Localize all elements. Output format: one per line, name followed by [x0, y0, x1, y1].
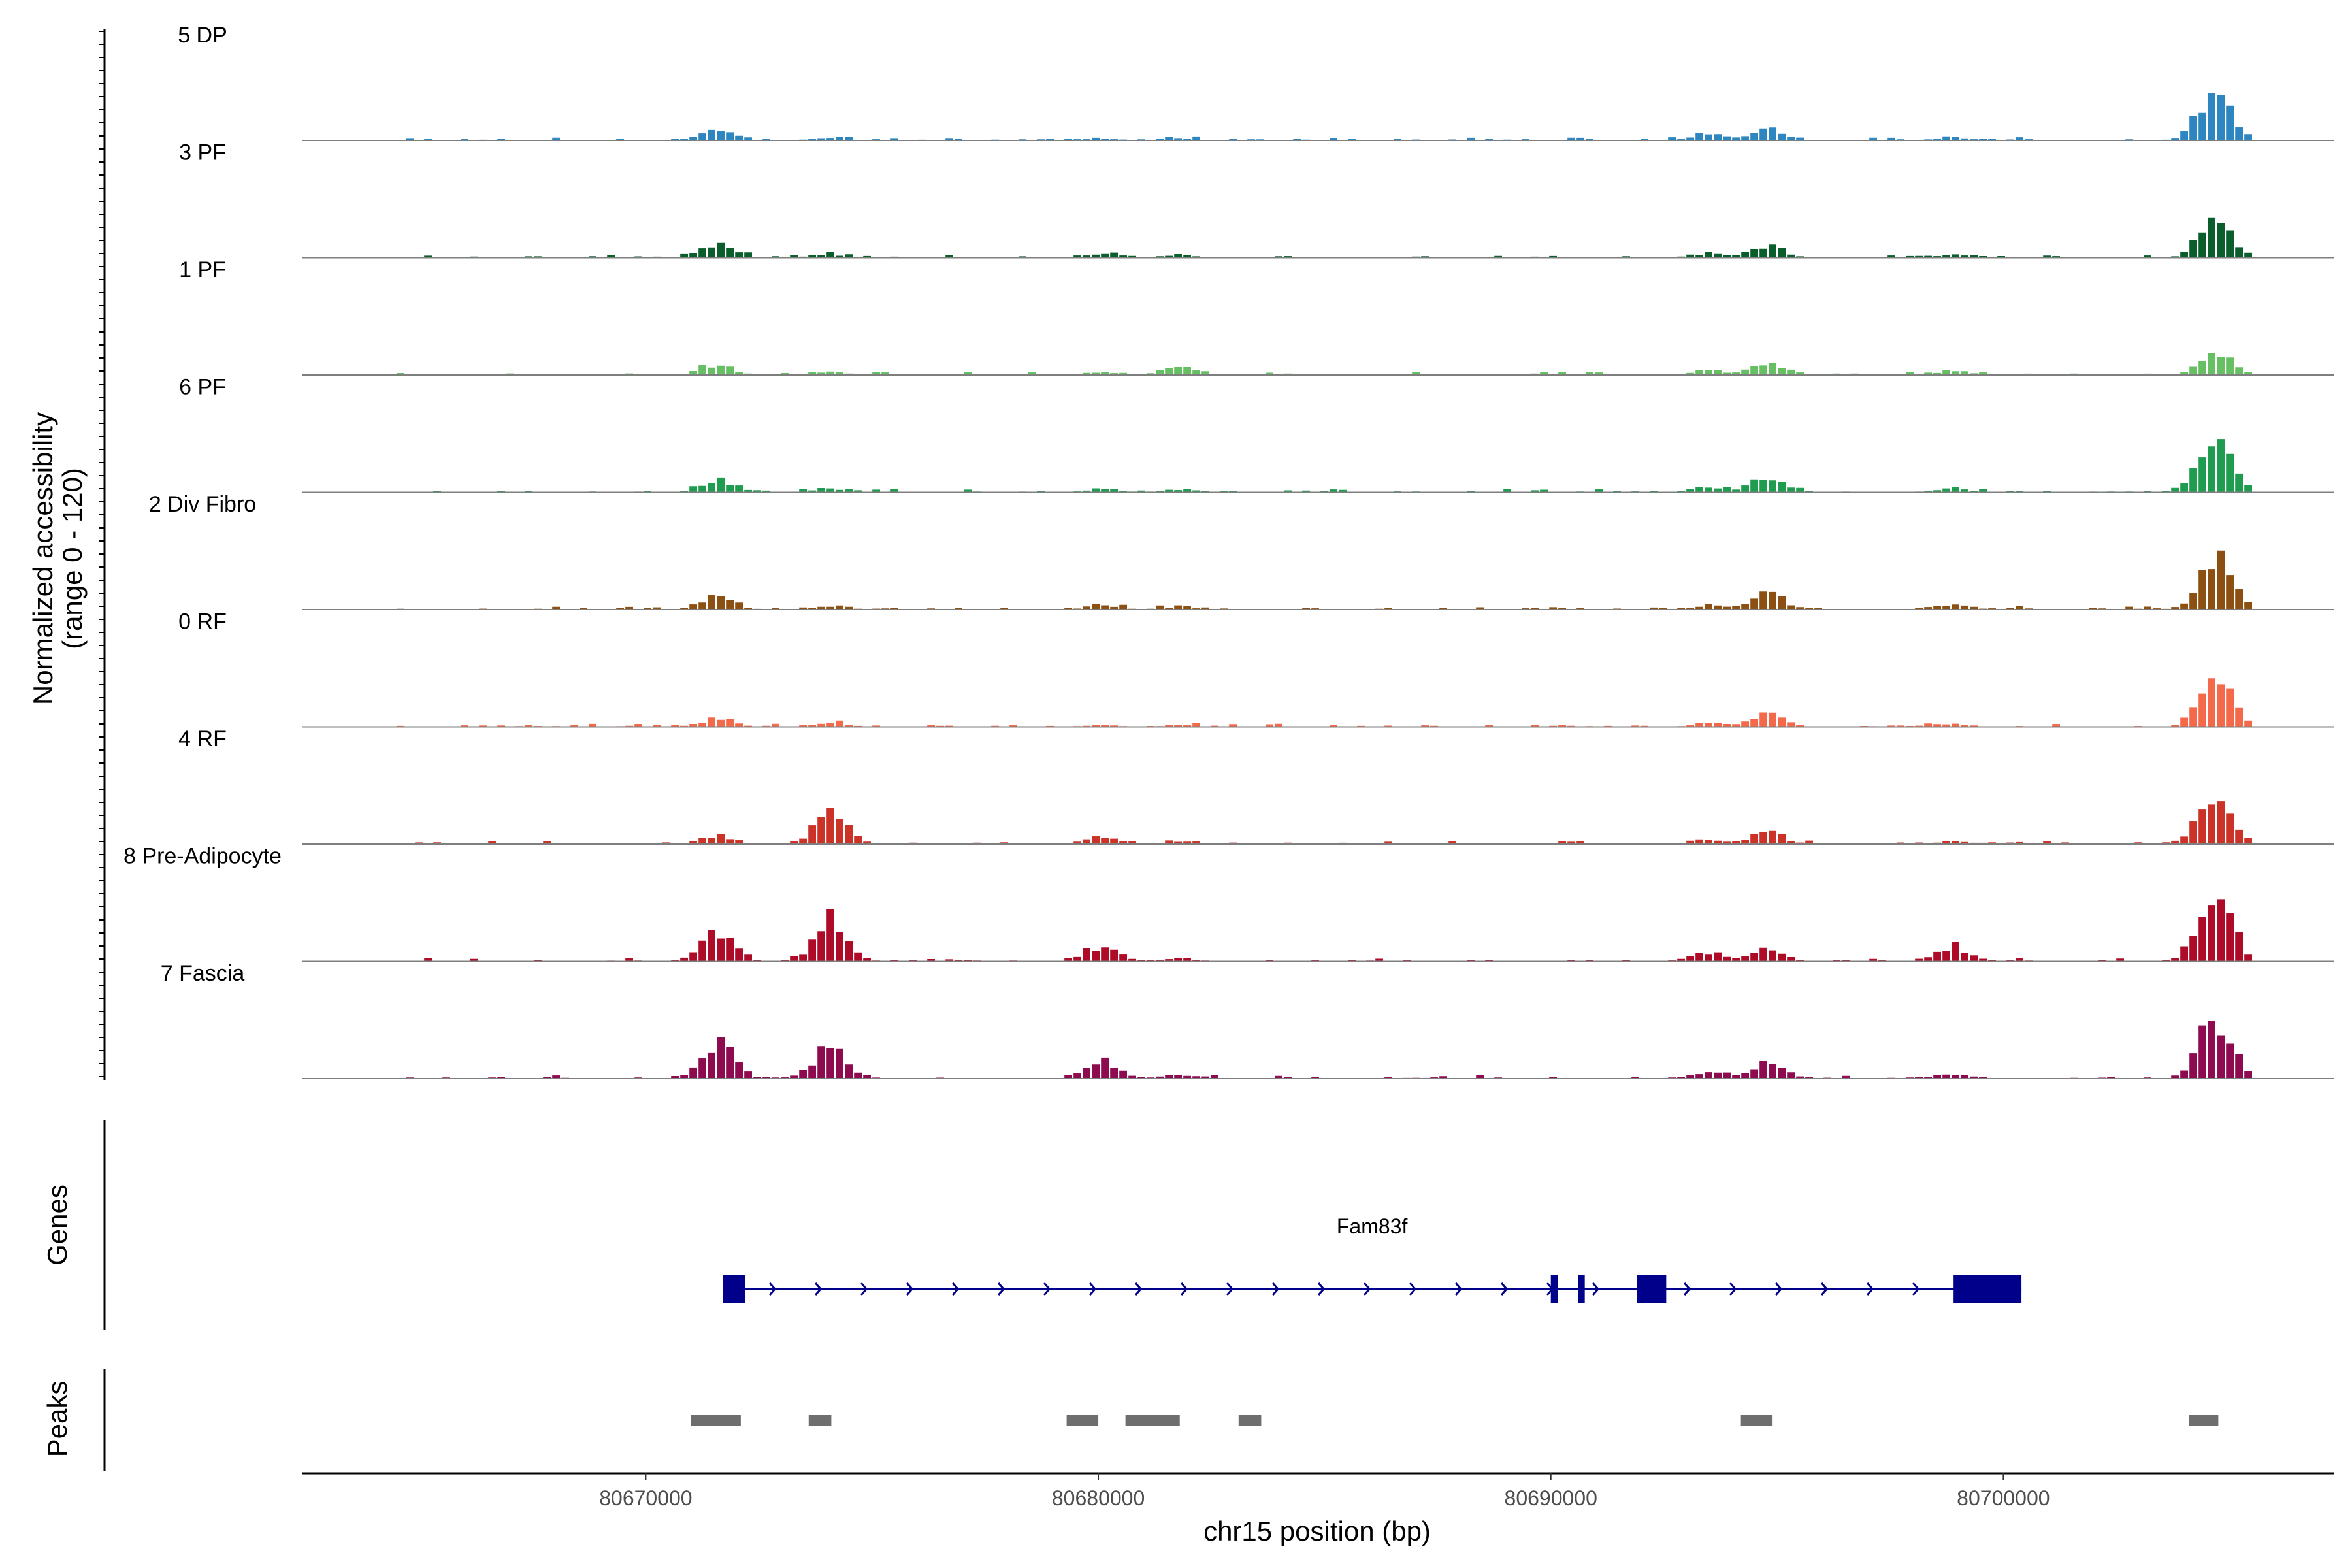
- strand-arrow: [906, 1282, 914, 1296]
- peak-region: [1238, 1415, 1262, 1426]
- gene-label: Fam83f: [1337, 1215, 1408, 1238]
- track-labels: 5 DP 3 PF 1 PF 6 PF 2 Div Fibro 0 RF 4 RF 8 Pre…: [123, 23, 282, 986]
- strand-arrow: [1821, 1282, 1829, 1296]
- track-label: 1 PF: [179, 257, 226, 282]
- track-label: 7 Fascia: [161, 961, 245, 986]
- gene-exon: [723, 1275, 745, 1303]
- peak-region: [1740, 1415, 1773, 1426]
- coverage-tracks: [302, 93, 2334, 1079]
- strand-arrow: [998, 1282, 1005, 1296]
- track-label: 0 RF: [178, 610, 227, 634]
- track-6-pf: [302, 439, 2334, 493]
- track-7-fascia: [302, 1021, 2334, 1079]
- gene-exon: [1578, 1275, 1585, 1303]
- signal-area: [397, 801, 2253, 845]
- strand-arrow: [1226, 1282, 1234, 1296]
- y-axis-range: (range 0 - 120): [57, 468, 88, 649]
- x-tick-label: 80690000: [1505, 1486, 1597, 1510]
- signal-area: [397, 217, 2253, 258]
- track-label: 3 PF: [179, 140, 226, 165]
- strand-arrow: [1043, 1282, 1051, 1296]
- signal-area: [397, 678, 2253, 727]
- x-axis-ticks: 80670000 80680000 80690000 80700000: [599, 1473, 2050, 1510]
- signal-area: [397, 93, 2253, 141]
- strand-arrow: [1135, 1282, 1143, 1296]
- track-label: 8 Pre-Adipocyte: [123, 844, 282, 869]
- gene-model: [723, 1275, 2022, 1303]
- track-label: 5 DP: [178, 23, 227, 48]
- x-tick-label: 80670000: [599, 1486, 692, 1510]
- strand-arrow: [1729, 1282, 1737, 1296]
- strand-arrow: [1867, 1282, 1874, 1296]
- peak-region: [808, 1415, 832, 1426]
- strand-arrow: [1318, 1282, 1326, 1296]
- gene-exon: [1550, 1275, 1558, 1303]
- strand-arrow: [1364, 1282, 1371, 1296]
- peak-region: [2189, 1415, 2219, 1426]
- signal-area: [397, 439, 2253, 493]
- strand-arrow: [1089, 1282, 1097, 1296]
- strand-arrow: [815, 1282, 823, 1296]
- strand-arrow: [1501, 1282, 1509, 1296]
- signal-area: [397, 899, 2253, 962]
- peak-region: [691, 1415, 741, 1426]
- track-label: 2 Div Fibro: [149, 492, 256, 517]
- genes-panel-title: Genes: [42, 1184, 73, 1266]
- strand-arrow: [769, 1282, 777, 1296]
- track-5-dp: [302, 93, 2334, 141]
- track-label: 6 PF: [179, 375, 226, 400]
- track-2-div-fibro: [302, 550, 2334, 610]
- strand-arrow: [1775, 1282, 1783, 1296]
- strand-arrow: [1181, 1282, 1188, 1296]
- peak-regions: [691, 1415, 2219, 1426]
- gene-exon: [1637, 1275, 1667, 1303]
- peak-region: [1066, 1415, 1099, 1426]
- x-tick-label: 80700000: [1957, 1486, 2050, 1510]
- signal-area: [397, 550, 2253, 610]
- track-label: 4 RF: [178, 727, 227, 751]
- track-8-pre-adipocyte: [302, 899, 2334, 962]
- strand-arrow: [1272, 1282, 1280, 1296]
- track-0-rf: [302, 678, 2334, 728]
- strand-arrow: [952, 1282, 960, 1296]
- strand-arrow: [1455, 1282, 1463, 1296]
- signal-area: [397, 1021, 2253, 1079]
- strand-arrow: [1592, 1282, 1600, 1296]
- signal-area: [397, 352, 2253, 376]
- x-axis-title: chr15 position (bp): [1203, 1516, 1431, 1546]
- track-1-pf: [302, 352, 2334, 376]
- strand-arrow: [1409, 1282, 1417, 1296]
- track-3-pf: [302, 217, 2334, 259]
- strand-arrow: [860, 1282, 868, 1296]
- y-axis-ticks: [99, 31, 105, 1077]
- strand-arrow: [1684, 1282, 1691, 1296]
- peak-region: [1125, 1415, 1180, 1426]
- gene-exon: [1953, 1275, 2022, 1303]
- y-axis-title: Normalized accessibility: [27, 412, 58, 705]
- peaks-panel-title: Peaks: [42, 1381, 73, 1458]
- track-4-rf: [302, 801, 2334, 845]
- x-tick-label: 80680000: [1052, 1486, 1145, 1510]
- strand-arrow: [1912, 1282, 1920, 1296]
